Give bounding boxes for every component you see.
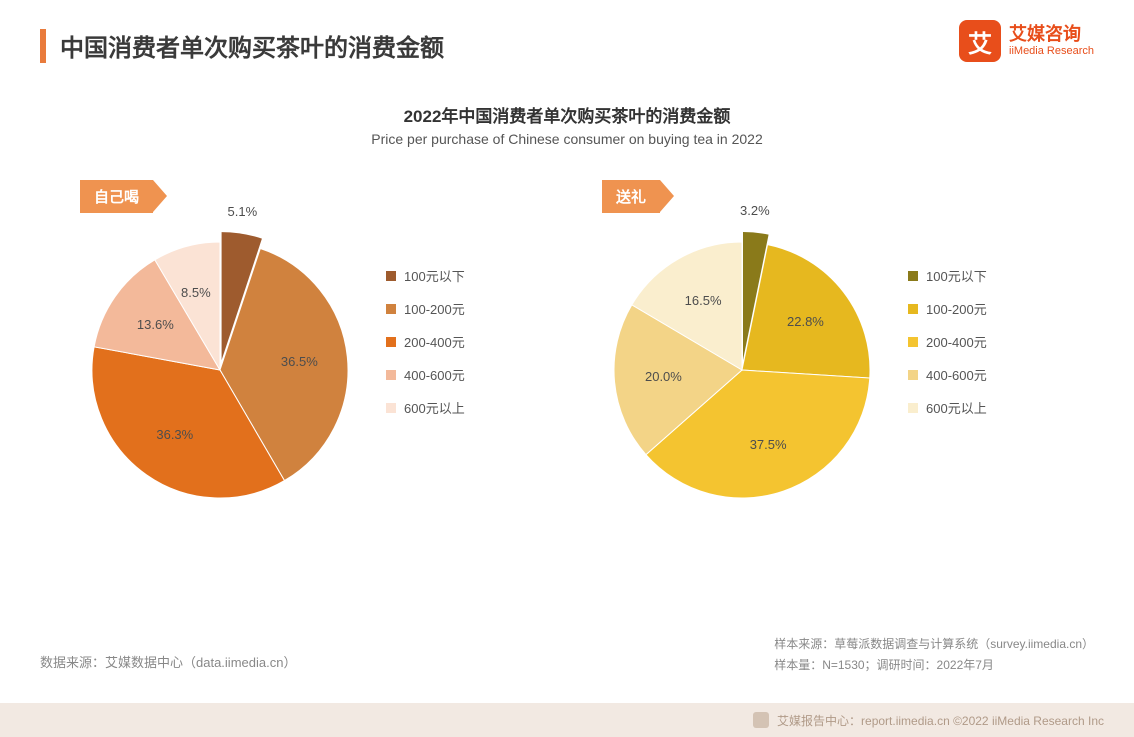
pie-datalabel: 16.5% — [685, 293, 722, 308]
pie-svg — [592, 210, 892, 530]
legend-row: 400-600元 — [386, 365, 465, 384]
pie-datalabel: 20.0% — [645, 369, 682, 384]
footer-source-left: 数据来源：艾媒数据中心（data.iimedia.cn） — [40, 652, 296, 671]
bottom-bar: 艾媒报告中心：report.iimedia.cn ©2022 iiMedia R… — [0, 703, 1134, 737]
pie-datalabel: 37.5% — [750, 437, 787, 452]
legend-swatch — [908, 337, 918, 347]
legend-label: 200-400元 — [404, 332, 465, 351]
legend-label: 100元以下 — [404, 266, 465, 285]
subtitle: 2022年中国消费者单次购买茶叶的消费金额 Price per purchase… — [0, 102, 1134, 147]
legend-swatch — [386, 370, 396, 380]
legend-swatch — [908, 370, 918, 380]
pie-datalabel: 36.3% — [156, 427, 193, 442]
legend-row: 100-200元 — [386, 299, 465, 318]
legend-row: 100-200元 — [908, 299, 987, 318]
bottom-bar-text: 艾媒报告中心：report.iimedia.cn ©2022 iiMedia R… — [777, 712, 1104, 729]
page-title: 中国消费者单次购买茶叶的消费金额 — [60, 28, 444, 63]
pie-wrap: 5.1%36.5%36.3%13.6%8.5% — [70, 210, 350, 490]
legend-row: 100元以下 — [386, 266, 465, 285]
legend-label: 100元以下 — [926, 266, 987, 285]
legend-swatch — [386, 304, 396, 314]
pie-datalabel: 22.8% — [787, 314, 824, 329]
pie-datalabel: 5.1% — [228, 204, 258, 219]
chart-tag: 送礼 — [602, 180, 660, 213]
legend-row: 200-400元 — [386, 332, 465, 351]
legend-row: 200-400元 — [908, 332, 987, 351]
social-icon — [753, 712, 769, 728]
pie-chart-self-drink: 自己喝 5.1% 36.5% 36.3% 13.6% 8.5% 100元以下 100-200元… — [70, 180, 550, 560]
footer-sample-size: 样本量：N=1530；调研时间：2022年7月 — [774, 655, 1094, 675]
pie-legend: 100元以下 100-200元 200-400元 400-600元 600元以上 — [386, 266, 465, 431]
legend-swatch — [386, 337, 396, 347]
pie-legend: 100元以下 100-200元 200-400元 400-600元 600元以上 — [908, 266, 987, 431]
brand-logo: 艾 艾媒咨询 iiMedia Research — [959, 20, 1094, 62]
pie-datalabel: 13.6% — [137, 317, 174, 332]
legend-row: 400-600元 — [908, 365, 987, 384]
legend-label: 600元以上 — [404, 398, 465, 417]
pie-datalabel: 8.5% — [181, 285, 211, 300]
legend-label: 400-600元 — [926, 365, 987, 384]
legend-swatch — [386, 403, 396, 413]
legend-swatch — [908, 304, 918, 314]
logo-text: 艾媒咨询 iiMedia Research — [1009, 25, 1094, 57]
legend-swatch — [386, 271, 396, 281]
pie-datalabel: 3.2% — [740, 203, 770, 218]
legend-swatch — [908, 271, 918, 281]
pie-chart-gift: 送礼 3.2% 22.8% 37.5% 20.0% 16.5% 100元以下 100-200元… — [592, 180, 1072, 560]
logo-glyph-icon: 艾 — [959, 20, 1001, 62]
header: 中国消费者单次购买茶叶的消费金额 — [40, 28, 444, 63]
accent-bar — [40, 29, 46, 63]
subtitle-en: Price per purchase of Chinese consumer o… — [0, 131, 1134, 147]
footer-sample-source: 样本来源：草莓派数据调查与计算系统（survey.iimedia.cn） — [774, 634, 1094, 654]
chart-tag: 自己喝 — [80, 180, 153, 213]
logo-cn: 艾媒咨询 — [1009, 25, 1094, 45]
legend-label: 200-400元 — [926, 332, 987, 351]
legend-label: 400-600元 — [404, 365, 465, 384]
logo-en: iiMedia Research — [1009, 45, 1094, 57]
legend-row: 600元以上 — [908, 398, 987, 417]
footer-source-right: 样本来源：草莓派数据调查与计算系统（survey.iimedia.cn） 样本量… — [774, 634, 1094, 675]
legend-label: 100-200元 — [926, 299, 987, 318]
subtitle-cn: 2022年中国消费者单次购买茶叶的消费金额 — [0, 102, 1134, 127]
legend-swatch — [908, 403, 918, 413]
pie-svg — [70, 210, 370, 530]
legend-row: 100元以下 — [908, 266, 987, 285]
pie-datalabel: 36.5% — [281, 354, 318, 369]
legend-label: 100-200元 — [404, 299, 465, 318]
legend-row: 600元以上 — [386, 398, 465, 417]
legend-label: 600元以上 — [926, 398, 987, 417]
pie-wrap: 3.2%22.8%37.5%20.0%16.5% — [592, 210, 872, 490]
